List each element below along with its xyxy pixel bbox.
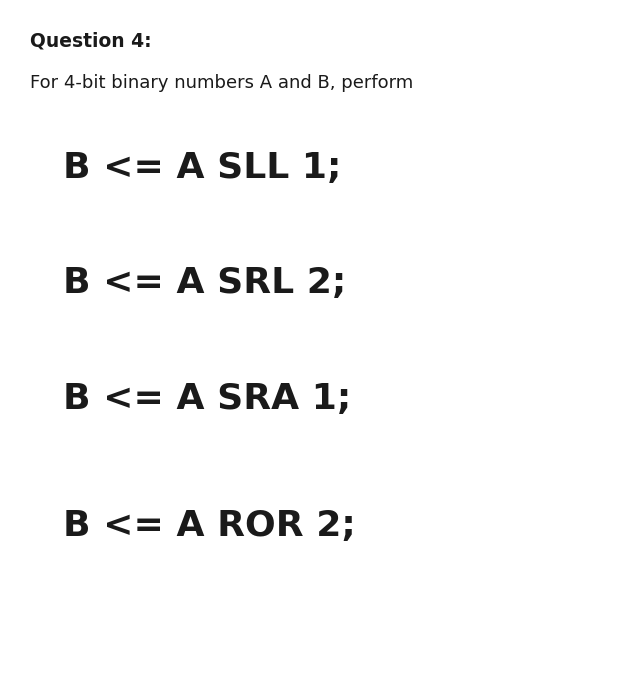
Text: B <= A ROR 2;: B <= A ROR 2; <box>63 510 355 543</box>
Text: B <= A SRL 2;: B <= A SRL 2; <box>63 267 346 300</box>
Text: Question 4:: Question 4: <box>30 32 152 50</box>
Text: B <= A SRA 1;: B <= A SRA 1; <box>63 382 351 416</box>
Text: For 4-bit binary numbers A and B, perform: For 4-bit binary numbers A and B, perfor… <box>30 74 413 92</box>
Text: B <= A SLL 1;: B <= A SLL 1; <box>63 151 342 185</box>
